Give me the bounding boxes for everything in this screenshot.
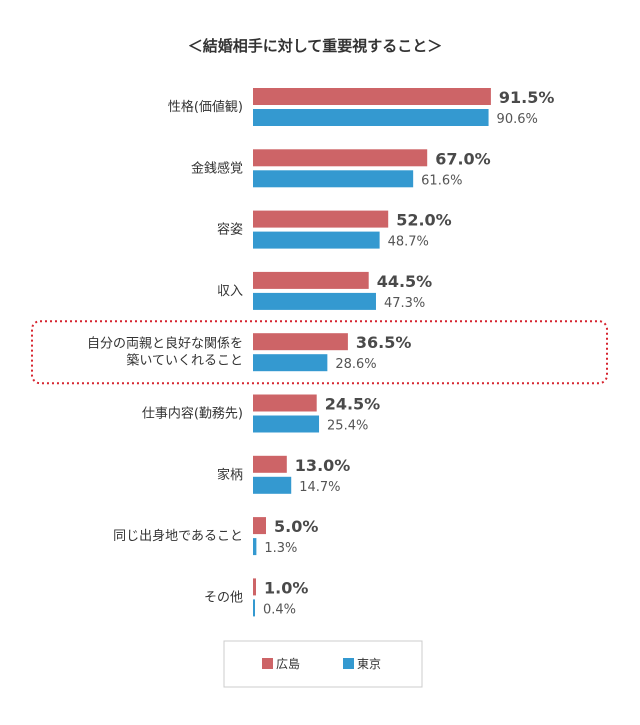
data-label-hiroshima: 44.5% [377,272,433,291]
legend-swatch [262,658,273,669]
bar-hiroshima [253,210,389,228]
bar-tokyo [253,170,414,188]
category-label: その他 [204,590,243,605]
category-label: 収入 [217,284,243,299]
data-label-hiroshima: 1.0% [264,578,308,597]
bar-tokyo [253,231,380,249]
data-label-tokyo: 28.6% [335,357,376,372]
bar-hiroshima [253,455,287,473]
data-label-hiroshima: 24.5% [325,395,381,414]
category-label: 仕事内容(勤務先) [142,406,243,422]
bar-hiroshima [253,88,491,105]
data-label-hiroshima: 5.0% [274,517,318,536]
bar-hiroshima [253,149,428,167]
category-label: 容姿 [217,222,243,238]
legend-label: 東京 [357,657,381,671]
category-label: 家柄 [217,467,243,483]
chart-title: ＜結婚相手に対して重要視すること＞ [188,37,443,55]
category-label: 築いていくれること [126,354,243,369]
legend-box [223,640,423,688]
bar-hiroshima [253,271,369,289]
bar-tokyo [253,109,489,126]
category-label: 同じ出身地であること [113,528,243,544]
bar-hiroshima [253,333,348,351]
category-label: 自分の両親と良好な関係を [87,336,243,352]
legend: 広島 東京 [223,640,423,688]
labels-layer: 性格(価値観) 91.5% 90.6% 金銭感覚 67.0% 61.6% 容姿 52.0% 48… [87,88,554,617]
bar-hiroshima [253,517,266,535]
bar-tokyo [253,476,292,494]
bar-tokyo [253,599,255,617]
highlight-layer [31,320,608,385]
legend-swatch [343,658,354,669]
data-label-tokyo: 0.4% [263,602,296,617]
bars-layer [253,88,491,617]
category-label: 性格(価値観) [168,99,243,115]
category-label: 金銭感覚 [191,160,243,176]
bar-tokyo [253,354,328,372]
data-label-tokyo: 90.6% [497,112,538,127]
bar-tokyo [253,538,257,556]
data-label-tokyo: 61.6% [421,173,462,188]
data-label-tokyo: 48.7% [388,235,429,250]
data-label-tokyo: 47.3% [384,296,425,311]
data-label-hiroshima: 52.0% [396,211,452,230]
bar-tokyo [253,415,320,433]
bar-hiroshima [253,578,256,596]
bar-hiroshima [253,394,317,412]
data-label-tokyo: 25.4% [327,419,368,434]
bar-tokyo [253,292,376,310]
data-label-hiroshima: 36.5% [356,333,412,352]
data-label-hiroshima: 91.5% [499,88,555,107]
data-label-hiroshima: 13.0% [295,456,351,475]
data-label-tokyo: 14.7% [299,480,340,495]
highlight-frame [31,320,608,385]
legend-label: 広島 [276,656,300,671]
data-label-hiroshima: 67.0% [435,149,491,168]
data-label-tokyo: 1.3% [264,541,297,556]
